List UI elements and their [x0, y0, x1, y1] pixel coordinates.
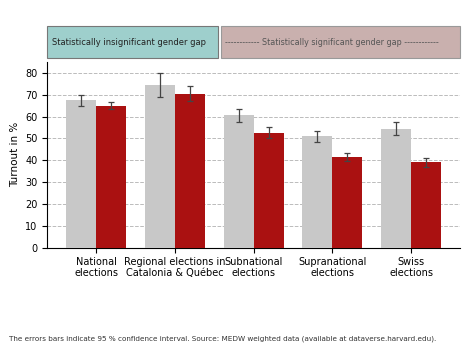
Bar	[224, 116, 254, 248]
Text: ------------ Statistically significant gender gap ------------: ------------ Statistically significant g…	[225, 37, 439, 47]
Bar	[302, 136, 332, 248]
Bar	[254, 133, 283, 248]
Bar	[332, 157, 362, 248]
Text: Statistically insignificant gender gap: Statistically insignificant gender gap	[52, 37, 206, 47]
Bar	[381, 129, 411, 248]
Bar	[411, 162, 441, 248]
Bar	[175, 94, 205, 248]
Bar	[66, 100, 96, 248]
Bar	[145, 85, 175, 248]
Text: The errors bars indicate 95 % confidence interval. Source: MEDW weighted data (a: The errors bars indicate 95 % confidence…	[9, 336, 437, 342]
Bar	[96, 106, 126, 248]
Y-axis label: Turnout in %: Turnout in %	[10, 122, 20, 187]
